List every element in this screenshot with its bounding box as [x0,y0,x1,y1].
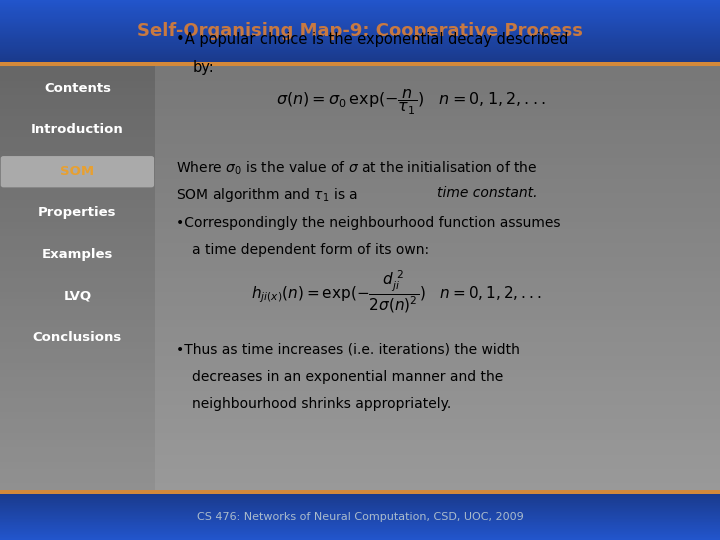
Text: SOM algorithm and $\tau_1$ is a: SOM algorithm and $\tau_1$ is a [176,186,360,204]
Text: •Thus as time increases (i.e. iterations) the width: •Thus as time increases (i.e. iterations… [176,343,521,357]
Text: CS 476: Networks of Neural Computation, CSD, UOC, 2009: CS 476: Networks of Neural Computation, … [197,512,523,522]
Text: Conclusions: Conclusions [33,331,122,344]
Text: Properties: Properties [38,206,117,219]
Text: Contents: Contents [44,82,111,94]
Text: neighbourhood shrinks appropriately.: neighbourhood shrinks appropriately. [192,397,451,411]
Text: LVQ: LVQ [63,289,91,302]
FancyBboxPatch shape [1,156,154,187]
Text: time constant.: time constant. [437,186,538,200]
Text: by:: by: [192,60,214,76]
Text: $h_{ji(x)}(n) = \mathrm{exp}(-\dfrac{d_{ji}^{\;2}}{2\sigma(n)^2}) \quad n = 0, 1: $h_{ji(x)}(n) = \mathrm{exp}(-\dfrac{d_{… [251,268,541,315]
Text: Introduction: Introduction [31,123,124,136]
Text: decreases in an exponential manner and the: decreases in an exponential manner and t… [192,370,503,384]
Text: •Correspondingly the neighbourhood function assumes: •Correspondingly the neighbourhood funct… [176,216,561,230]
Text: •A popular choice is the exponential decay described: •A popular choice is the exponential dec… [176,32,569,48]
Text: $\sigma(n) = \sigma_0 \, \mathrm{exp}(-\dfrac{n}{\tau_1}) \quad n = 0, 1, 2,...$: $\sigma(n) = \sigma_0 \, \mathrm{exp}(-\… [276,88,545,117]
Text: Self-Organising Map-9: Cooperative Process: Self-Organising Map-9: Cooperative Proce… [137,22,583,40]
Text: SOM: SOM [60,165,94,178]
Text: Examples: Examples [42,248,113,261]
Text: a time dependent form of its own:: a time dependent form of its own: [192,243,429,257]
Text: Where $\sigma_0$ is the value of $\sigma$ at the initialisation of the: Where $\sigma_0$ is the value of $\sigma… [176,159,538,177]
